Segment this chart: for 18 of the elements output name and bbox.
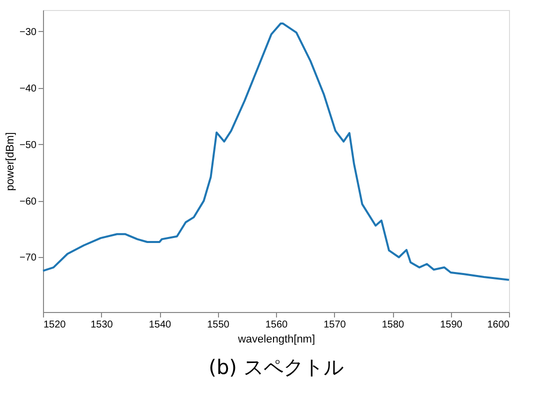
x-tick-label: 1540: [148, 320, 172, 330]
x-tick-label: 1550: [207, 320, 230, 330]
x-tick-label: 1600: [487, 320, 510, 330]
x-tick-label: 1560: [265, 320, 288, 330]
y-tick-label: −70: [20, 252, 37, 264]
x-tick-label: 1520: [44, 320, 66, 330]
text: (b) スペクトル: [208, 355, 344, 379]
x-tick-label: 1590: [440, 320, 463, 330]
x-tick-label: 1580: [382, 320, 405, 330]
y-axis-title: power[dBm]: [4, 132, 17, 191]
y-tick-label: −30: [20, 26, 37, 38]
y-tick-label: −40: [20, 83, 37, 94]
line-series: [42, 22, 510, 281]
y-tick-label: −50: [20, 140, 37, 151]
x-tick-label: 1530: [90, 320, 114, 330]
y-tick-label: −60: [20, 196, 37, 208]
x-tick-label: 1570: [324, 320, 346, 330]
x-axis-title: wavelength[nm]: [236, 334, 316, 346]
